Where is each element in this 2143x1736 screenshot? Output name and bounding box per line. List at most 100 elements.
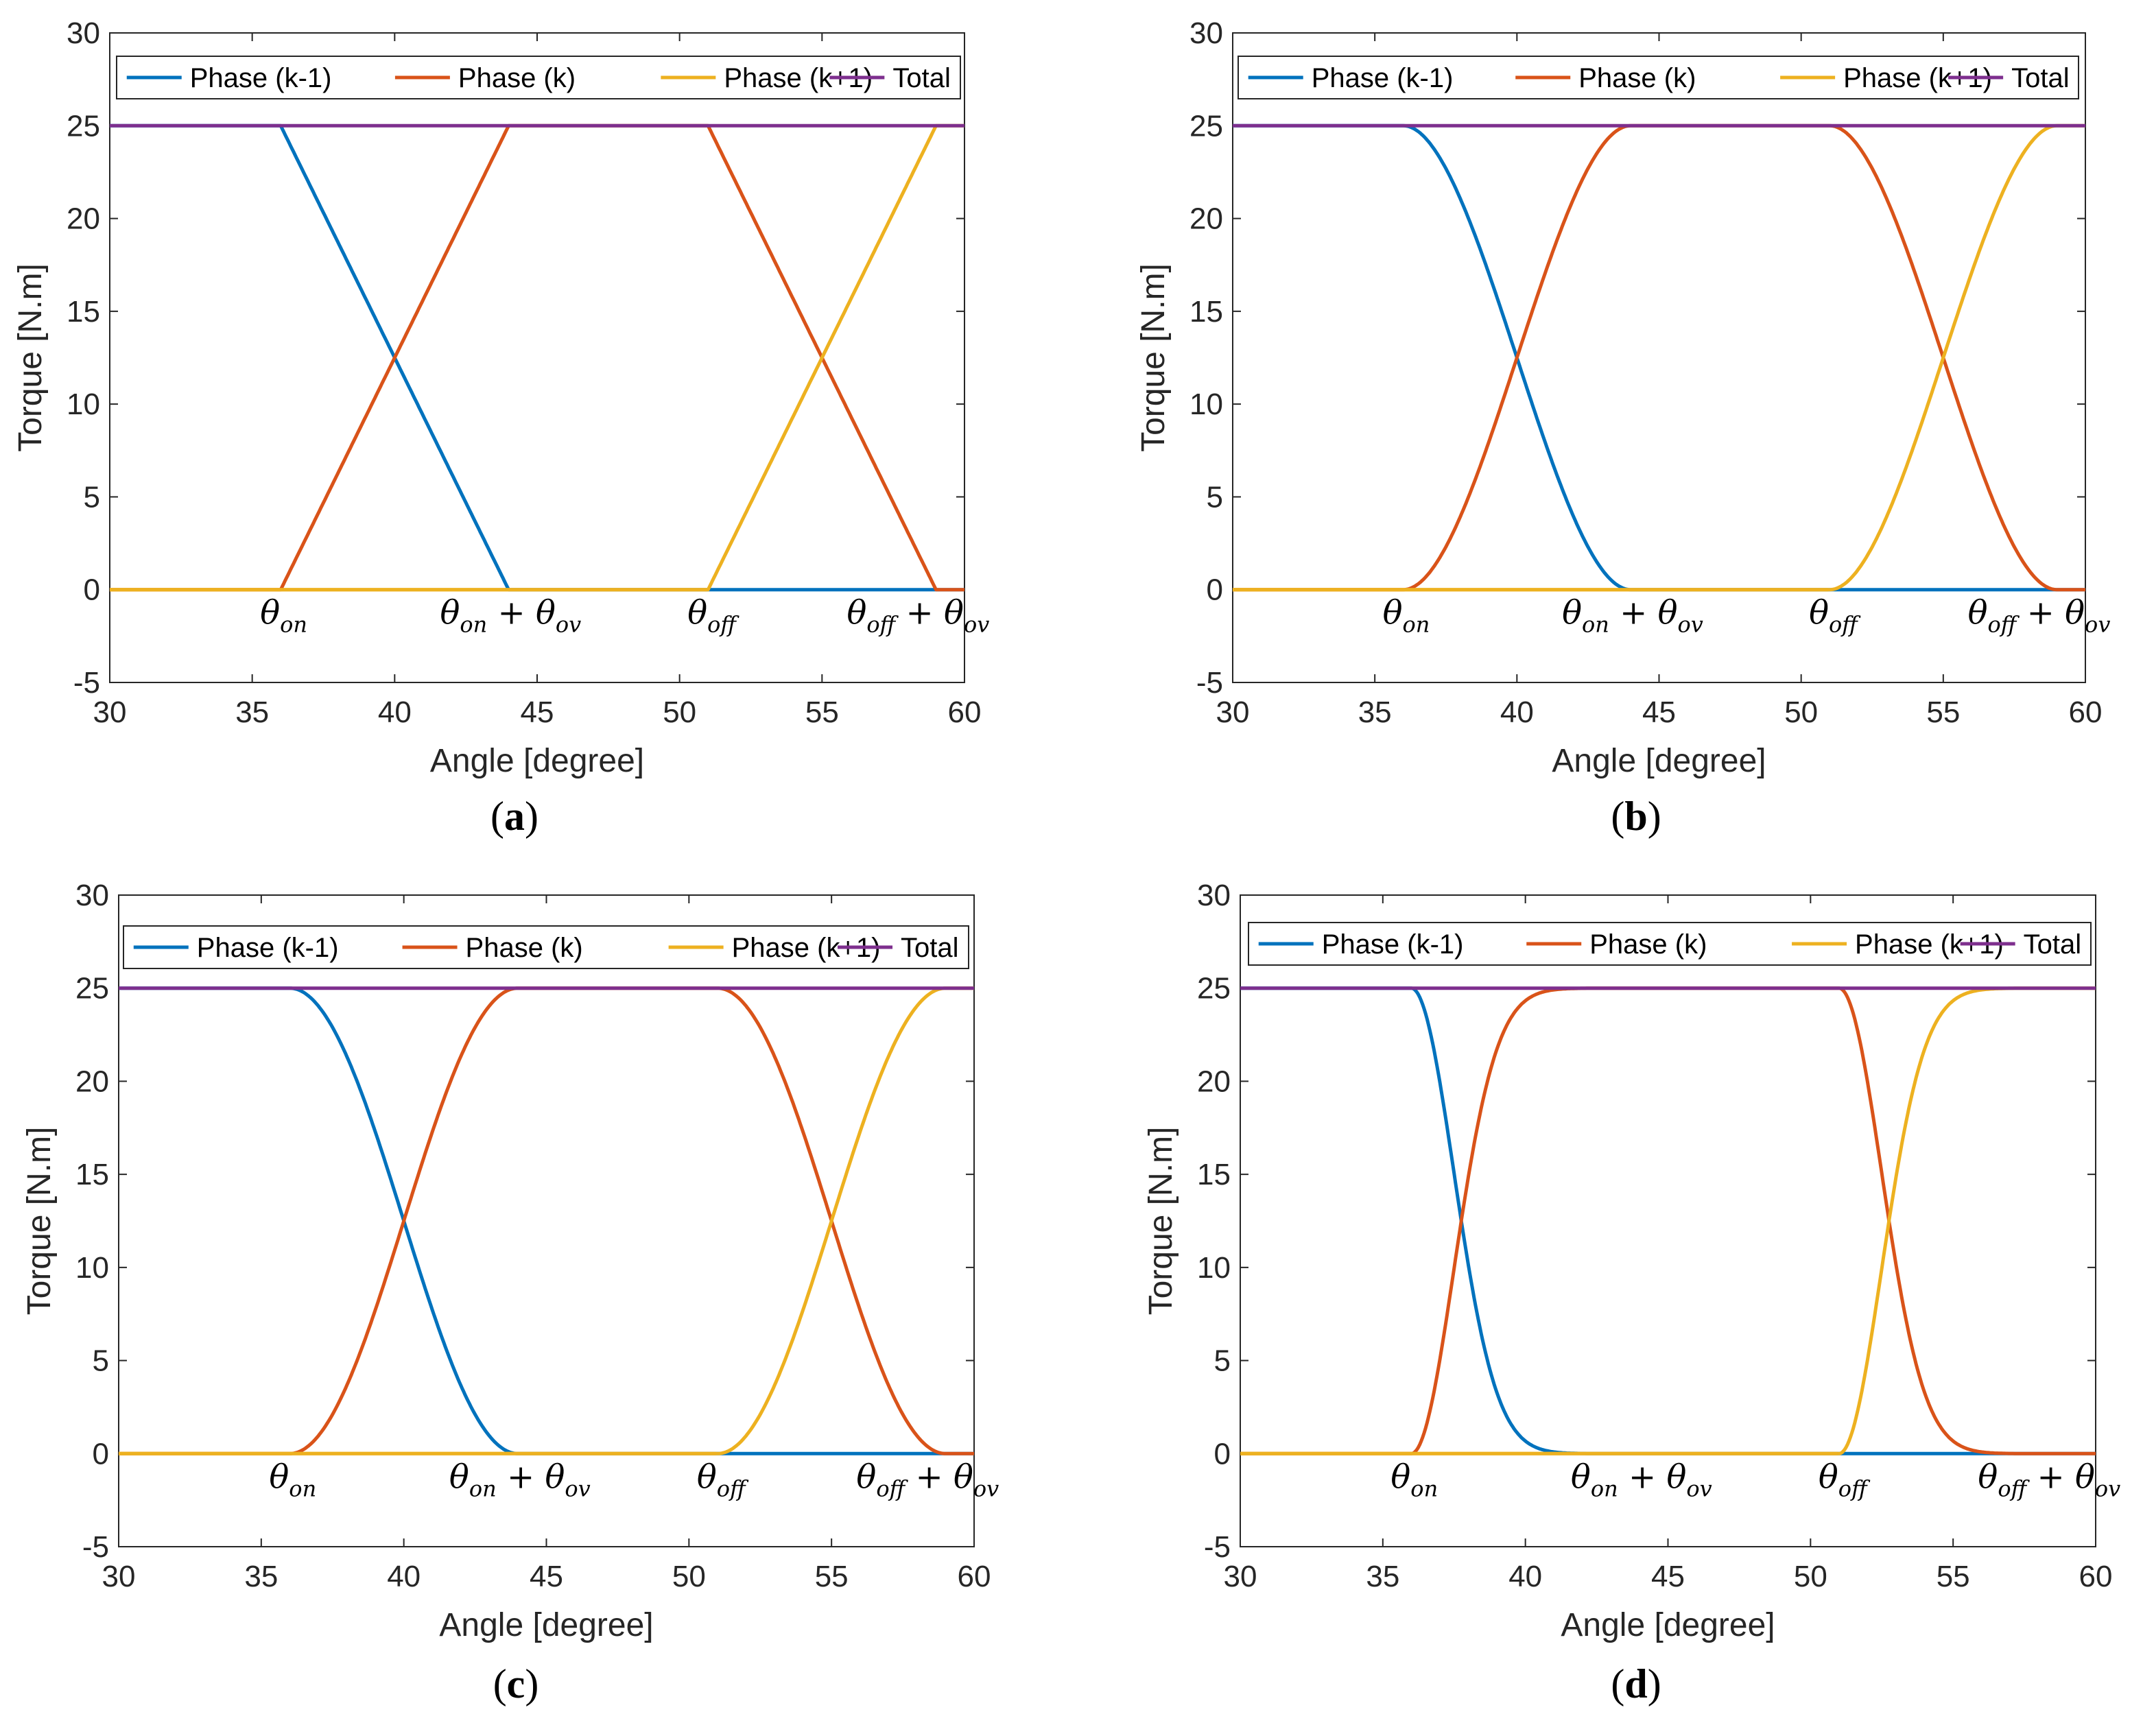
legend-entry: Phase (k) bbox=[466, 933, 583, 963]
y-tick-label: 20 bbox=[67, 202, 100, 236]
plot-area bbox=[1232, 32, 2086, 683]
angle-annotation: θoff + θov bbox=[846, 594, 989, 638]
y-tick-label: 20 bbox=[1197, 1065, 1231, 1098]
y-tick-label: 0 bbox=[84, 573, 100, 607]
y-tick-label: 10 bbox=[1197, 1251, 1231, 1285]
plot-area bbox=[118, 894, 975, 1547]
panel-label: (d) bbox=[1611, 1661, 1661, 1707]
plot-area bbox=[109, 32, 965, 683]
y-tick-label: -5 bbox=[73, 666, 100, 700]
angle-annotation: θoff bbox=[1819, 1458, 1871, 1501]
chart-panel-c: 30 35 40 45 50 55 60 -5 0 5 10 15 20 25 30 Angle [degre… bbox=[21, 879, 999, 1643]
y-tick-label: 20 bbox=[1189, 202, 1223, 236]
y-tick-label: -5 bbox=[1204, 1530, 1231, 1564]
x-tick-label: 55 bbox=[815, 1560, 849, 1593]
angle-annotation: θon + θov bbox=[449, 1458, 591, 1501]
angle-annotation: θoff + θov bbox=[1968, 594, 2111, 638]
angle-annotation: θoff bbox=[687, 594, 739, 638]
legend-entry: Phase (k-1) bbox=[197, 933, 339, 963]
chart-panel-d: 30 35 40 45 50 55 60 -5 0 5 10 15 20 25 30 Angle [degre… bbox=[1143, 879, 2120, 1643]
angle-annotation: θon bbox=[260, 594, 307, 638]
x-tick-label: 30 bbox=[1224, 1560, 1257, 1593]
x-tick-label: 55 bbox=[805, 695, 839, 729]
angle-annotation: θon bbox=[269, 1458, 316, 1501]
x-tick-label: 45 bbox=[530, 1560, 563, 1593]
y-tick-label: -5 bbox=[1196, 666, 1223, 700]
y-tick-label: 15 bbox=[1189, 295, 1223, 329]
x-tick-label: 40 bbox=[1500, 695, 1534, 729]
y-tick-label: 5 bbox=[1207, 480, 1223, 514]
legend-entry: Total bbox=[901, 933, 959, 963]
angle-annotation: θoff bbox=[697, 1458, 749, 1501]
angle-annotation: θon + θov bbox=[440, 594, 581, 638]
x-tick-label: 60 bbox=[958, 1560, 991, 1593]
y-tick-label: 10 bbox=[1189, 388, 1223, 421]
x-tick-label: 30 bbox=[93, 695, 127, 729]
y-axis-title: Torque [N.m] bbox=[12, 263, 49, 452]
angle-annotation: θoff + θov bbox=[1978, 1458, 2120, 1501]
y-tick-label: 25 bbox=[67, 109, 100, 143]
legend-entry: Phase (k) bbox=[1578, 63, 1696, 93]
y-tick-label: 30 bbox=[75, 879, 109, 912]
y-tick-label: 5 bbox=[84, 480, 100, 514]
y-tick-label: 0 bbox=[1207, 573, 1223, 607]
x-tick-label: 30 bbox=[1216, 695, 1250, 729]
legend-entry: Phase (k-1) bbox=[1312, 63, 1454, 93]
y-tick-label: 0 bbox=[93, 1437, 109, 1471]
chart-panel-a: 30 35 40 45 50 55 60 -5 0 5 10 15 20 25 30 Angle [degre… bbox=[12, 16, 989, 779]
angle-annotation: θon + θov bbox=[1562, 594, 1703, 638]
legend bbox=[1248, 922, 2092, 966]
y-tick-label: 5 bbox=[93, 1344, 109, 1378]
angle-annotation: θon bbox=[1390, 1458, 1438, 1501]
legend-entry: Phase (k) bbox=[1589, 929, 1707, 960]
x-tick-label: 55 bbox=[1926, 695, 1960, 729]
chart-panel-b: 30 35 40 45 50 55 60 -5 0 5 10 15 20 25 30 Angle [degre… bbox=[1135, 16, 2110, 779]
panel-label: (a) bbox=[490, 794, 538, 839]
x-tick-label: 50 bbox=[672, 1560, 706, 1593]
y-tick-label: 0 bbox=[1214, 1437, 1231, 1471]
x-tick-label: 45 bbox=[1642, 695, 1676, 729]
y-tick-label: 25 bbox=[1189, 109, 1223, 143]
angle-annotation: θoff bbox=[1809, 594, 1861, 638]
x-tick-label: 35 bbox=[244, 1560, 278, 1593]
legend-entry: Phase (k) bbox=[458, 63, 576, 93]
x-tick-label: 40 bbox=[1508, 1560, 1542, 1593]
x-tick-label: 50 bbox=[1794, 1560, 1827, 1593]
legend-entry: Total bbox=[2024, 929, 2082, 960]
legend-entry: Phase (k-1) bbox=[190, 63, 332, 93]
x-tick-label: 30 bbox=[102, 1560, 136, 1593]
y-tick-label: 15 bbox=[75, 1158, 109, 1191]
x-tick-label: 50 bbox=[1784, 695, 1818, 729]
x-tick-label: 60 bbox=[2069, 695, 2103, 729]
x-tick-label: 35 bbox=[1366, 1560, 1399, 1593]
y-tick-label: 30 bbox=[67, 16, 100, 50]
angle-annotation: θon bbox=[1383, 594, 1430, 638]
x-axis-title: Angle [degree] bbox=[430, 743, 644, 779]
legend-entry: Phase (k-1) bbox=[1322, 929, 1464, 960]
x-tick-label: 50 bbox=[663, 695, 696, 729]
y-tick-label: 25 bbox=[75, 972, 109, 1006]
x-axis-title: Angle [degree] bbox=[1561, 1607, 1775, 1643]
y-tick-label: 5 bbox=[1214, 1344, 1231, 1378]
x-tick-label: 55 bbox=[1937, 1560, 1970, 1593]
y-tick-label: 25 bbox=[1197, 972, 1231, 1006]
x-tick-label: 35 bbox=[235, 695, 269, 729]
legend bbox=[1238, 56, 2079, 99]
angle-annotation: θoff + θov bbox=[856, 1458, 999, 1501]
x-tick-label: 35 bbox=[1358, 695, 1392, 729]
x-tick-label: 60 bbox=[948, 695, 982, 729]
y-tick-label: 30 bbox=[1189, 16, 1223, 50]
panel-label: (b) bbox=[1611, 794, 1661, 839]
x-tick-label: 40 bbox=[387, 1560, 421, 1593]
x-axis-title: Angle [degree] bbox=[1552, 743, 1766, 779]
x-axis-title: Angle [degree] bbox=[439, 1607, 653, 1643]
y-tick-label: 30 bbox=[1197, 879, 1231, 912]
legend-entry: Total bbox=[892, 63, 951, 93]
x-tick-label: 45 bbox=[1651, 1560, 1685, 1593]
y-axis-title: Torque [N.m] bbox=[1143, 1127, 1179, 1316]
y-axis-title: Torque [N.m] bbox=[1135, 263, 1172, 452]
x-tick-label: 40 bbox=[378, 695, 412, 729]
y-tick-label: 15 bbox=[67, 295, 100, 329]
panel-label: (c) bbox=[493, 1661, 539, 1707]
